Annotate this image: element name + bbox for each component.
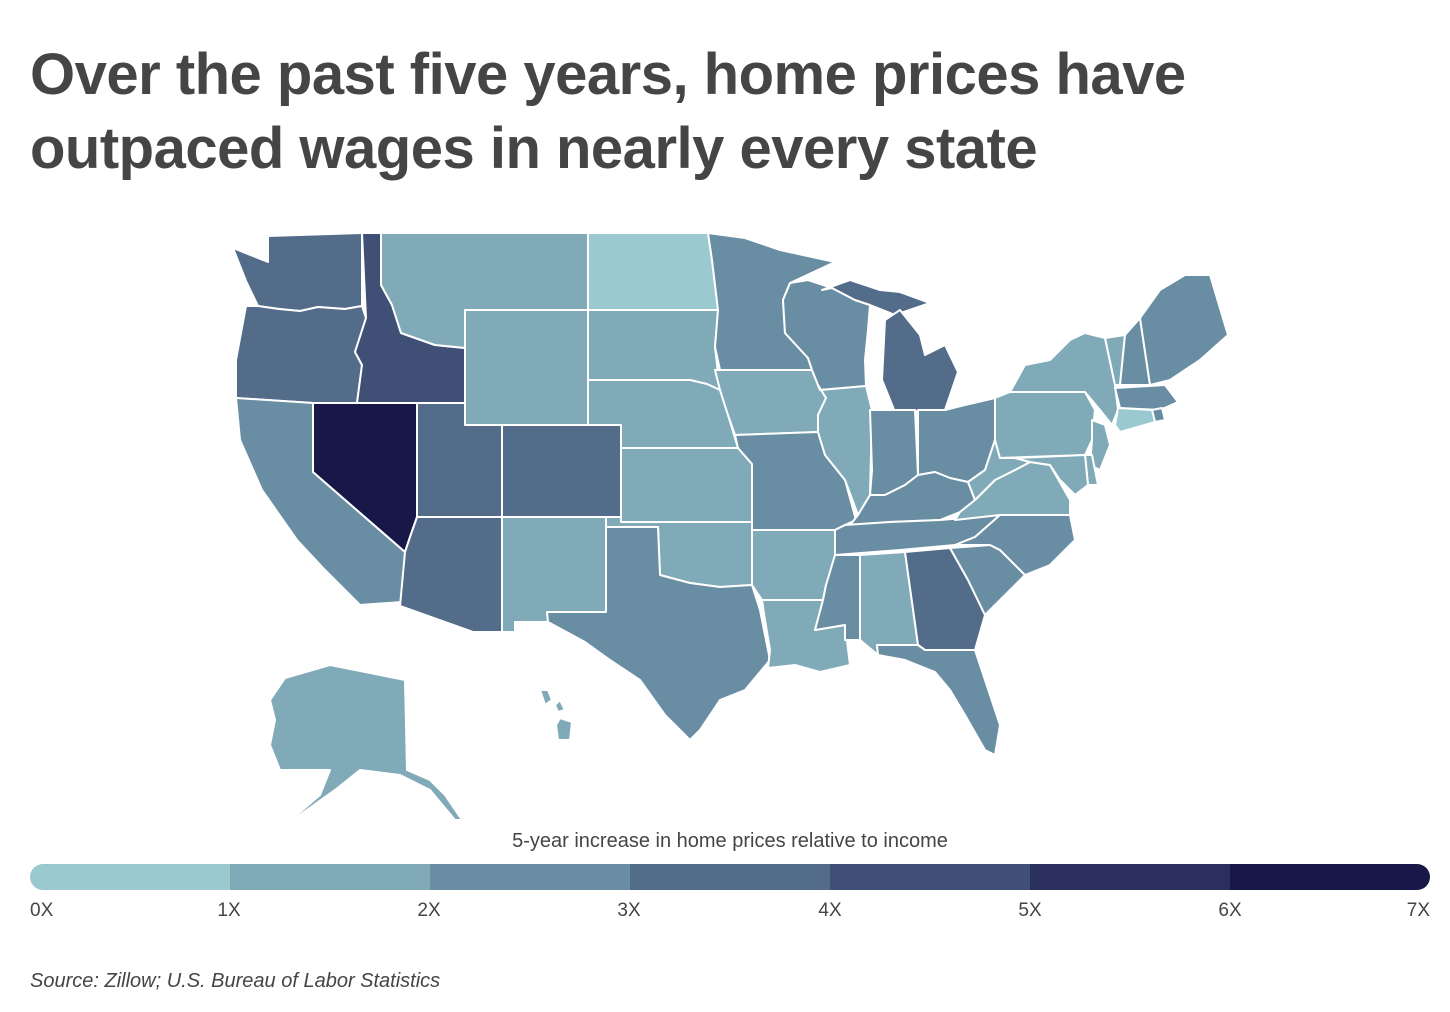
legend-tick-label: 3X [617,900,641,921]
legend-title: 5-year increase in home prices relative … [512,830,948,852]
chart-title: Over the past five years, home prices ha… [30,38,1410,186]
state-az [399,516,503,633]
legend-swatch-2 [430,864,630,890]
state-fl [876,644,1001,756]
legend-swatch-6 [1230,864,1430,890]
legend-tick-label: 5X [1018,900,1042,921]
state-md [1014,454,1089,496]
chart-title-line-2: outpaced wages in nearly every state [30,116,1038,181]
legend-swatch-1 [230,864,430,890]
state-ks [620,447,753,523]
legend-ticks: 0X 1X 2X 3X 4X 5X 6X 7X [0,900,1450,926]
state-or [235,305,367,404]
state-ct [1114,407,1156,433]
legend-tick-label: 0X [30,900,54,921]
legend-swatch-5 [1030,864,1230,890]
state-mi [881,309,959,413]
legend-tick-label: 2X [417,900,441,921]
state-tx [546,526,771,741]
state-wa [232,232,363,312]
state-oh [917,397,996,483]
state-pa [994,391,1096,459]
us-choropleth-map [232,232,1229,826]
state-wy [464,309,589,426]
state-nd [587,232,719,311]
state-co [501,424,622,518]
state-ia [714,369,827,436]
legend-tick-label: 6X [1218,900,1242,921]
state-ma [1114,384,1179,411]
legend-swatch-0 [30,864,230,890]
state-nc [954,514,1076,576]
source-note: Source: Zillow; U.S. Bureau of Labor Sta… [30,970,441,992]
legend-tick-label: 4X [818,900,842,921]
state-me [1139,274,1229,386]
state-hi [539,689,573,741]
state-il [817,384,873,516]
state-nj [1089,419,1111,471]
chart-title-line-1: Over the past five years, home prices ha… [30,42,1186,107]
state-sd [587,309,721,391]
legend-tick-label: 7X [1406,900,1430,921]
color-scale-legend [30,864,1430,890]
legend-tick-label: 1X [217,900,241,921]
legend-swatch-4 [830,864,1030,890]
legend-swatch-3 [630,864,830,890]
state-ak [269,664,463,826]
state-ms [814,554,861,641]
state-mi [821,279,931,316]
